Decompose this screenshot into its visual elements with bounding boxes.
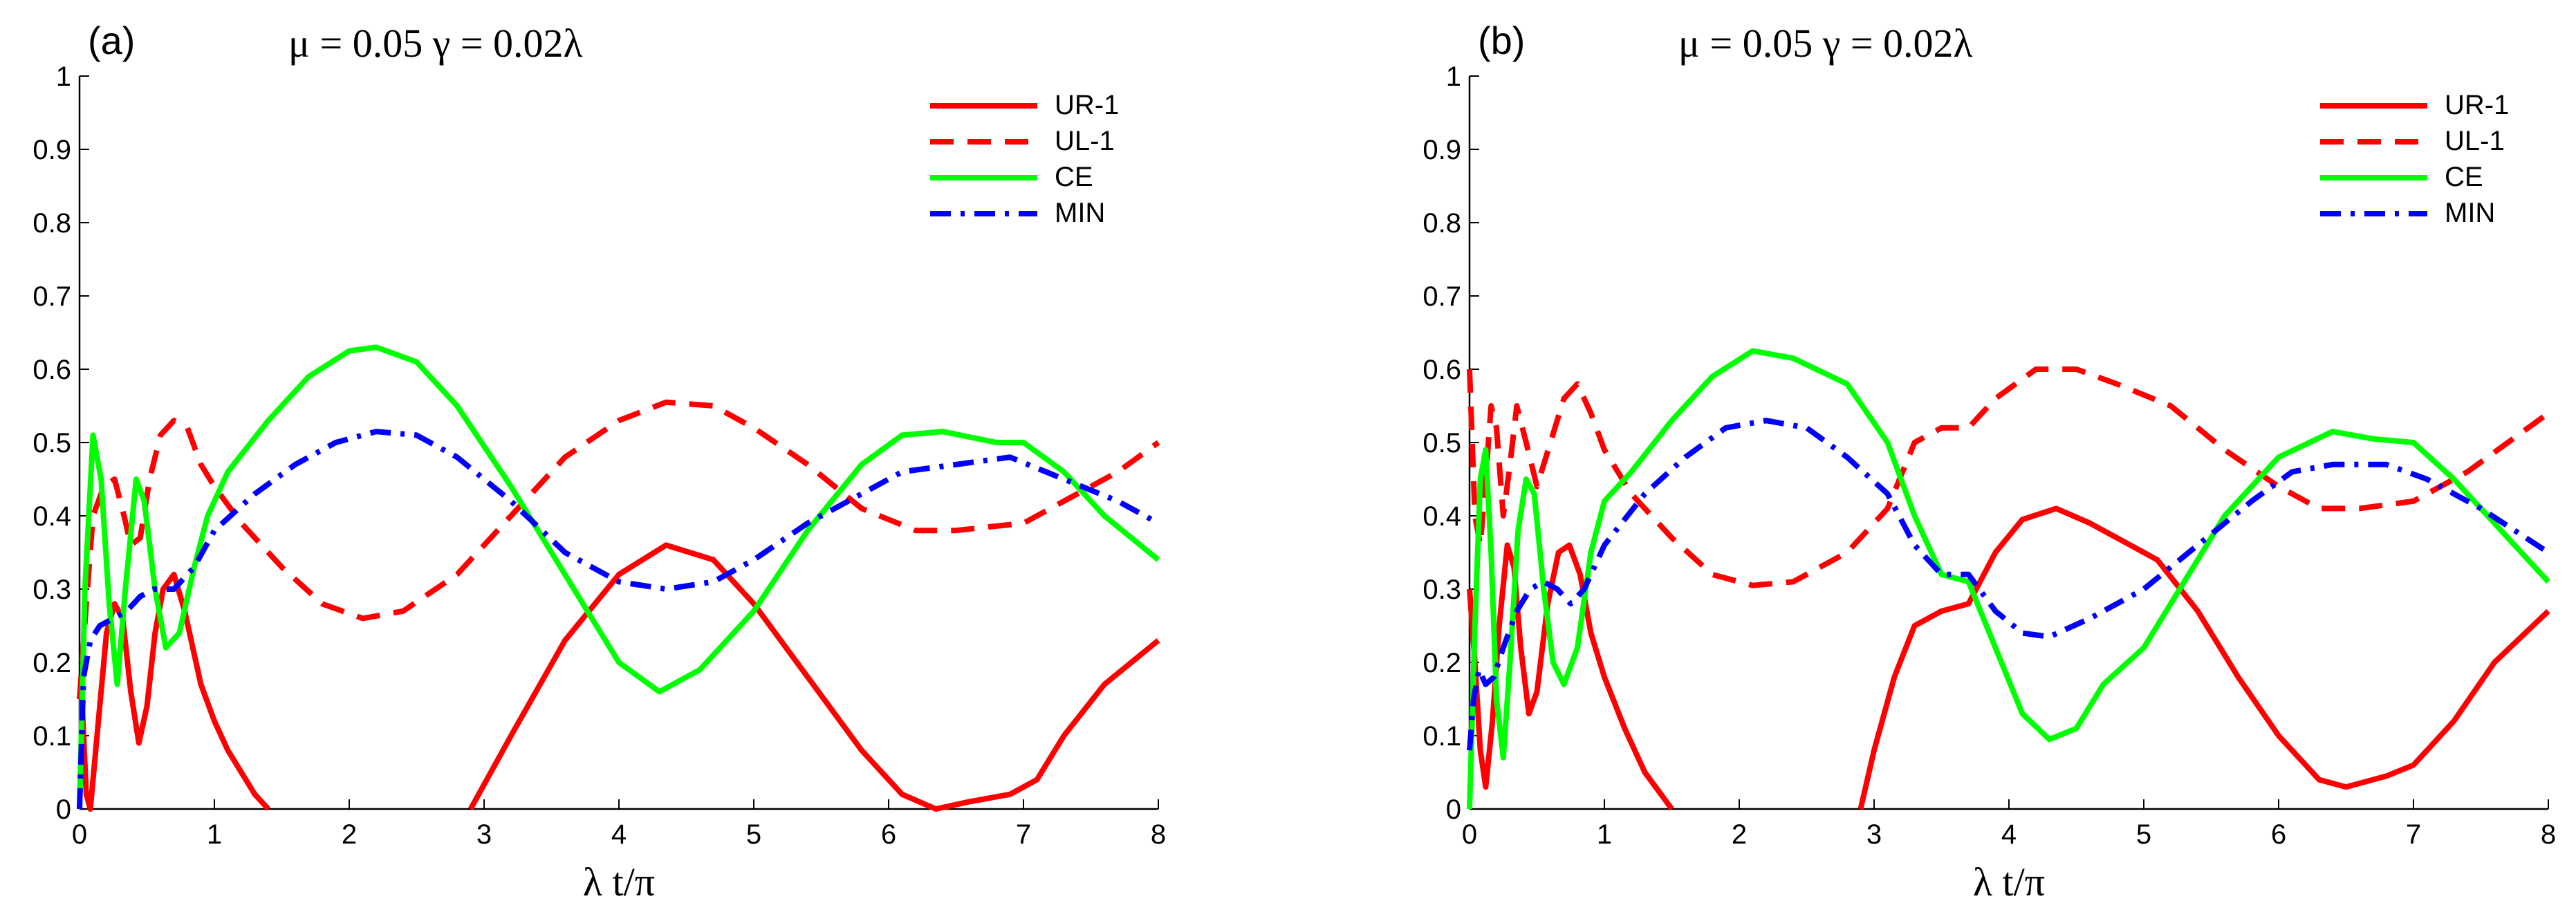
x-tick-label: 2 [342, 819, 357, 850]
y-tick-label: 0.8 [1423, 208, 1461, 239]
series-line-ur-1 [1467, 542, 1674, 811]
y-tick-label: 0.7 [33, 281, 71, 312]
y-tick-label: 0.1 [33, 721, 71, 752]
legend-label: UR-1 [1055, 90, 1119, 120]
series-line-ul-1 [1467, 366, 2550, 588]
y-tick-label: 0.3 [33, 575, 71, 605]
x-tick-label: 0 [72, 819, 87, 850]
x-tick-label: 8 [2541, 819, 2556, 850]
y-tick-label: 0.9 [1423, 135, 1461, 165]
series-line-ul-1 [77, 399, 1160, 700]
x-tick-label: 7 [2406, 819, 2421, 850]
y-tick-label: 0.3 [1423, 575, 1461, 605]
x-tick-label: 4 [611, 819, 627, 850]
y-tick-label: 0.6 [33, 355, 71, 385]
x-tick-label: 1 [207, 819, 222, 850]
series-line-ur-1 [1857, 505, 2550, 810]
legend-label: UR-1 [2445, 90, 2509, 120]
series-line-ur-1 [467, 542, 1160, 812]
y-tick-label: 0.8 [33, 208, 71, 239]
y-tick-label: 1 [1446, 62, 1461, 92]
panel-tag: (a) [88, 19, 135, 62]
y-tick-label: 0.2 [33, 648, 71, 678]
y-tick-label: 0.5 [1423, 428, 1461, 458]
chart-title: μ = 0.05 γ = 0.02λ [288, 21, 583, 66]
x-tick-label: 5 [746, 819, 761, 850]
y-tick-label: 0.7 [1423, 281, 1461, 312]
series-line-min [1467, 418, 2550, 751]
chart-title: μ = 0.05 γ = 0.02λ [1678, 21, 1973, 66]
x-tick-label: 3 [476, 819, 492, 850]
y-tick-label: 0.4 [1423, 501, 1461, 532]
y-tick-label: 0.4 [33, 501, 71, 532]
x-tick-label: 1 [1597, 819, 1612, 850]
x-tick-label: 5 [2136, 819, 2151, 850]
y-tick-label: 0.2 [1423, 648, 1461, 678]
legend-label: MIN [2445, 198, 2495, 228]
panel-a: 0 1 2 3 4 5 6 7 8 0 0.1 0.2 0.3 0.4 0.5 0.6 0.7 0.8 0.9 1 λ … [33, 19, 1166, 904]
legend-label: MIN [1055, 198, 1105, 228]
x-tick-label: 8 [1151, 819, 1166, 850]
series-line-ce [77, 344, 1160, 810]
panel-tag: (b) [1478, 19, 1525, 62]
x-axis-title: λ t/π [583, 859, 655, 904]
x-tick-label: 3 [1866, 819, 1882, 850]
series-line-ur-1 [79, 571, 270, 812]
y-tick-label: 0.1 [1423, 721, 1461, 752]
x-tick-label: 6 [2271, 819, 2286, 850]
x-tick-label: 0 [1462, 819, 1477, 850]
y-tick-label: 0 [1446, 794, 1461, 825]
panel-b: 0 1 2 3 4 5 6 7 8 0 0.1 0.2 0.3 0.4 0.5 0.6 0.7 0.8 0.9 1 λ … [1423, 19, 2556, 904]
y-tick-label: 0.6 [1423, 355, 1461, 385]
legend-label: CE [2445, 162, 2483, 192]
x-tick-label: 7 [1016, 819, 1031, 850]
series-line-ce [1467, 348, 2550, 810]
x-tick-label: 2 [1732, 819, 1747, 850]
x-axis-title: λ t/π [1973, 859, 2045, 904]
legend-label: CE [1055, 162, 1093, 192]
y-tick-label: 0.9 [33, 135, 71, 165]
y-tick-label: 0 [56, 794, 71, 825]
x-tick-label: 4 [2001, 819, 2017, 850]
y-tick-label: 0.5 [33, 428, 71, 458]
series-line-min [77, 429, 1160, 810]
x-tick-label: 6 [881, 819, 896, 850]
y-tick-label: 1 [56, 62, 71, 92]
legend-label: UL-1 [2445, 126, 2505, 156]
legend-label: UL-1 [1055, 126, 1115, 156]
